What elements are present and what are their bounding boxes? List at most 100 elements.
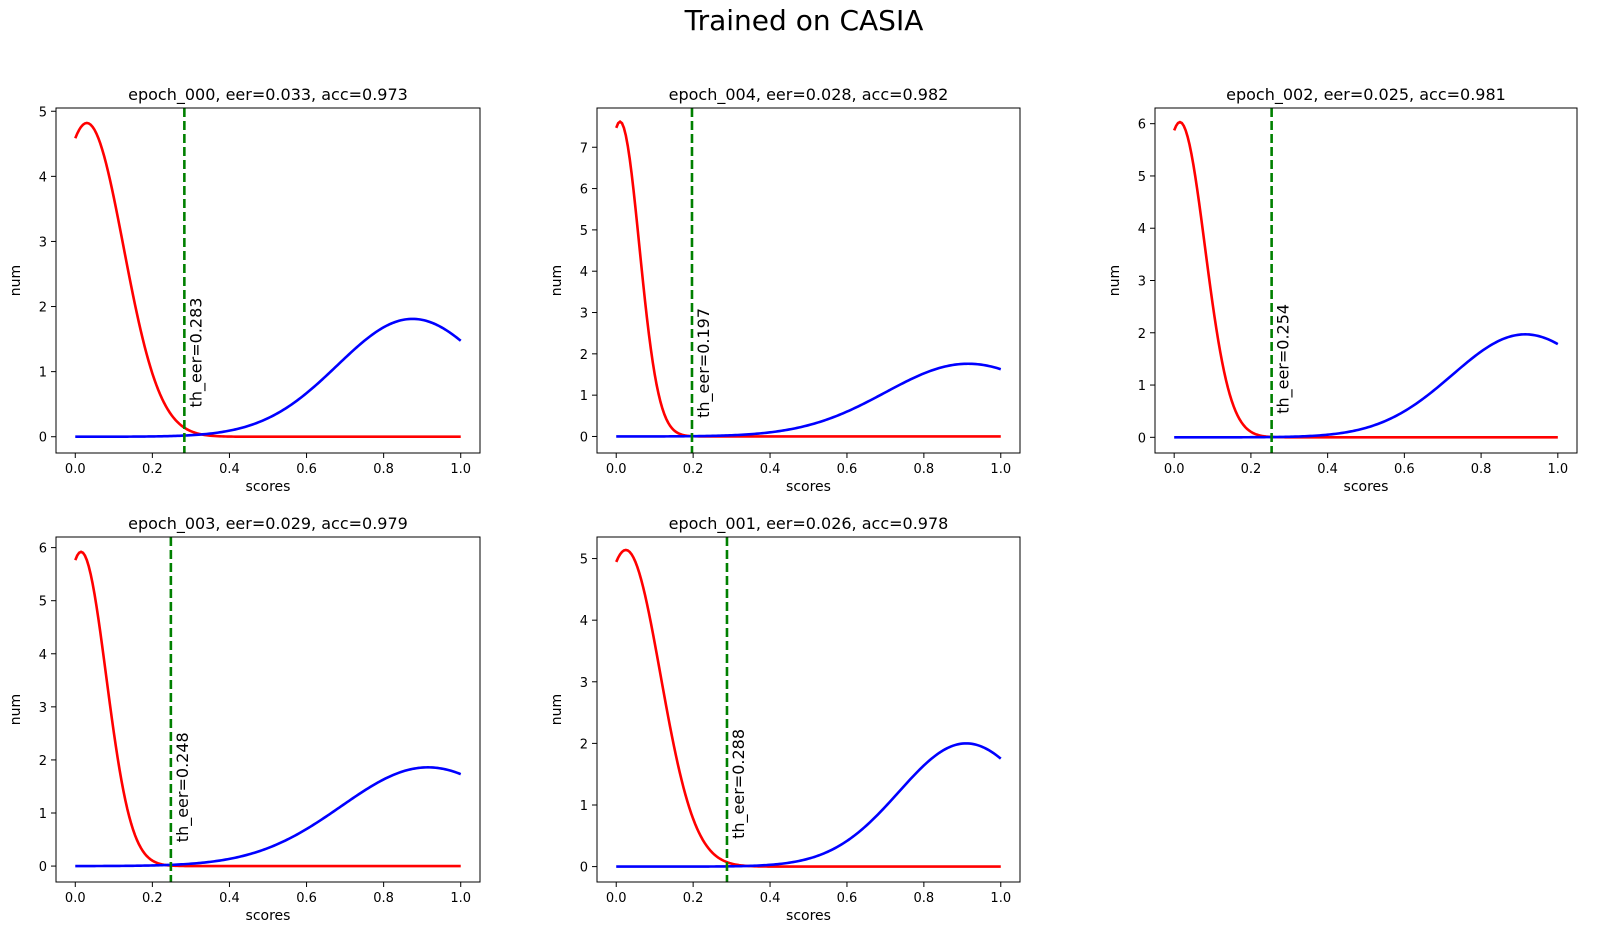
y-tick-label: 0 [580,861,588,876]
y-tick-label: 2 [1138,327,1146,342]
x-tick-label: 0.8 [914,891,935,906]
x-tick-label: 0.2 [1241,462,1262,477]
y-tick-label: 0 [1138,431,1146,446]
x-tick-label: 0.4 [760,891,781,906]
y-tick-label: 4 [1138,222,1146,237]
x-axis-label: scores [1344,479,1389,495]
subplot-title: epoch_003, eer=0.029, acc=0.979 [128,514,408,534]
threshold-label: th_eer=0.197 [694,308,714,418]
genuine-curve [1174,333,1559,439]
plot-area [1172,120,1559,439]
x-tick-label: 0.6 [296,891,317,906]
y-tick-label: 3 [39,701,47,716]
y-tick-label: 3 [1138,275,1146,290]
y-tick-label: 2 [580,737,588,752]
subplot-title: epoch_004, eer=0.028, acc=0.982 [669,85,949,105]
x-tick-label: 1.0 [990,891,1011,906]
y-tick-label: 3 [580,307,588,322]
y-tick-label: 0 [580,430,588,445]
x-tick-label: 0.2 [683,891,704,906]
y-tick-label: 4 [39,170,47,185]
y-tick-label: 3 [580,676,588,691]
plot-area [74,550,462,868]
x-tick-label: 0.8 [373,462,394,477]
subplot-0: epoch_000, eer=0.033, acc=0.973 th_eer=0.… [8,85,481,495]
threshold-label: th_eer=0.288 [729,729,749,839]
x-tick-label: 0.0 [65,891,86,906]
x-axis-label: scores [786,479,831,495]
threshold-label: th_eer=0.248 [173,732,193,842]
x-tick-label: 0.0 [65,462,86,477]
plot-area [74,121,462,439]
subplot-1: epoch_004, eer=0.028, acc=0.982 th_eer=0.… [549,85,1021,495]
axes-frame [55,107,481,454]
axes-frame [55,536,481,883]
y-tick-label: 2 [580,348,588,363]
plot-area [615,119,1002,438]
x-tick-label: 0.6 [837,462,858,477]
y-tick-label: 1 [39,366,47,381]
y-tick-label: 4 [39,648,47,663]
x-tick-label: 0.6 [1394,462,1415,477]
x-axis-label: scores [786,908,831,924]
x-tick-label: 0.6 [296,462,317,477]
y-axis-label: num [8,265,24,296]
x-tick-label: 1.0 [1547,462,1568,477]
subplot-2: epoch_002, eer=0.025, acc=0.981 th_eer=0.… [1107,85,1578,495]
y-tick-label: 1 [1138,379,1146,394]
y-tick-label: 4 [580,265,588,280]
impostor-curve [74,550,461,868]
y-tick-label: 5 [39,105,47,120]
y-tick-label: 1 [580,389,588,404]
impostor-curve [615,119,1001,438]
y-tick-label: 5 [1138,170,1146,185]
y-tick-label: 6 [39,542,47,557]
impostor-curve [615,548,1001,868]
x-tick-label: 0.0 [1164,462,1185,477]
x-tick-label: 0.0 [606,462,627,477]
y-tick-label: 5 [580,224,588,239]
y-tick-label: 1 [580,799,588,814]
y-axis-label: num [549,694,565,725]
y-tick-label: 6 [1138,118,1146,133]
y-axis-label: num [8,694,24,725]
figure-title: Trained on CASIA [684,4,924,37]
axes-frame [596,107,1021,454]
subplot-title: epoch_000, eer=0.033, acc=0.973 [128,85,408,105]
x-tick-label: 1.0 [990,462,1011,477]
y-tick-label: 1 [39,807,47,822]
subplot-title: epoch_002, eer=0.025, acc=0.981 [1226,85,1506,105]
y-tick-label: 6 [580,183,588,198]
x-tick-label: 0.2 [142,891,163,906]
x-tick-label: 0.2 [683,462,704,477]
subplot-title: epoch_001, eer=0.026, acc=0.978 [669,514,949,534]
axes-frame [1154,107,1578,454]
axes-frame [596,536,1021,883]
y-tick-label: 5 [580,553,588,568]
x-tick-label: 0.2 [142,462,163,477]
x-tick-label: 0.4 [219,462,240,477]
y-tick-label: 7 [580,141,588,156]
x-tick-label: 0.8 [914,462,935,477]
y-tick-label: 5 [39,595,47,610]
x-tick-label: 0.4 [760,462,781,477]
impostor-curve [74,121,461,439]
x-tick-label: 1.0 [450,462,471,477]
x-tick-label: 0.6 [837,891,858,906]
y-axis-label: num [1107,265,1123,296]
plot-area [615,548,1002,868]
x-axis-label: scores [246,479,291,495]
y-tick-label: 3 [39,235,47,250]
y-tick-label: 0 [39,860,47,875]
y-tick-label: 2 [39,754,47,769]
genuine-curve [616,362,1002,438]
subplot-4: epoch_001, eer=0.026, acc=0.978 th_eer=0.… [549,514,1021,924]
threshold-label: th_eer=0.283 [186,298,206,408]
subplot-3: epoch_003, eer=0.029, acc=0.979 th_eer=0.… [8,514,481,924]
x-tick-label: 0.8 [373,891,394,906]
y-tick-label: 4 [580,614,588,629]
x-tick-label: 0.4 [1317,462,1338,477]
y-tick-label: 0 [39,431,47,446]
threshold-label: th_eer=0.254 [1274,304,1294,414]
